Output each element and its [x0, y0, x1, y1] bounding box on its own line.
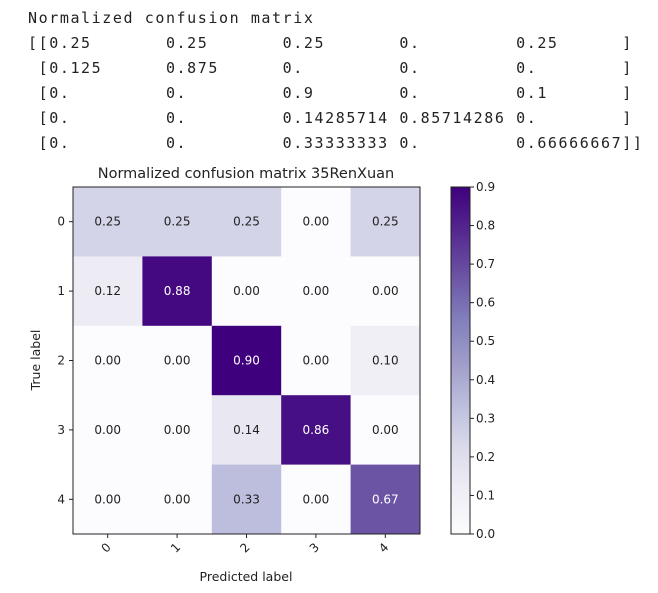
cell-value-label: 0.00 — [303, 354, 330, 368]
y-tick-label: 2 — [57, 354, 65, 368]
colorbar-tick-label: 0.3 — [476, 411, 495, 425]
printout-line: [0.125 0.875 0. 0. 0. ] — [28, 59, 633, 77]
colorbar-tick-label: 0.6 — [476, 296, 495, 310]
y-tick-label: 0 — [57, 215, 65, 229]
y-tick-label: 1 — [57, 284, 65, 298]
y-tick-label: 3 — [57, 423, 65, 437]
cell-value-label: 0.25 — [94, 215, 121, 229]
y-axis-label: True label — [28, 330, 43, 392]
cell-value-label: 0.88 — [164, 284, 191, 298]
x-tick-label: 0 — [99, 540, 114, 555]
cell-value-label: 0.00 — [372, 423, 399, 437]
cell-value-label: 0.86 — [303, 423, 330, 437]
cell-value-label: 0.25 — [233, 215, 260, 229]
heatmap-cell — [142, 256, 213, 327]
heatmap-cell — [142, 187, 213, 257]
colorbar-tick-label: 0.7 — [476, 257, 495, 271]
cell-value-label: 0.00 — [303, 215, 330, 229]
cell-value-label: 0.67 — [372, 492, 399, 506]
heatmap-cell — [281, 464, 352, 535]
printout-line: [[0.25 0.25 0.25 0. 0.25 ] — [28, 34, 633, 52]
colorbar — [450, 186, 471, 535]
x-tick-label: 2 — [237, 540, 252, 555]
cell-value-label: 0.12 — [94, 284, 121, 298]
printout-line: [0. 0. 0.9 0. 0.1 ] — [28, 84, 633, 102]
chart-title: Normalized confusion matrix 35RenXuan — [98, 166, 394, 182]
cell-value-label: 0.33 — [233, 492, 260, 506]
cell-value-label: 0.10 — [372, 354, 399, 368]
colorbar-tick-label: 0.5 — [476, 334, 495, 348]
printout-line: [0. 0. 0.33333333 0. 0.66666667]] — [28, 134, 644, 152]
printout-line: [0. 0. 0.14285714 0.85714286 0. ] — [28, 109, 633, 127]
heatmap-cell — [73, 256, 143, 327]
heatmap-cell — [73, 187, 143, 257]
heatmap-cell — [142, 325, 213, 396]
colorbar-tick-label: 0.1 — [476, 488, 495, 502]
heatmap-cell — [350, 464, 421, 535]
colorbar-tick-label: 0.2 — [476, 450, 495, 464]
x-tick-label: 1 — [168, 540, 183, 555]
heatmap-cell — [73, 325, 143, 396]
heatmap-cell — [350, 395, 421, 466]
heatmap-cell — [281, 256, 352, 327]
heatmap-cell — [142, 464, 213, 535]
heatmap-cell — [350, 325, 421, 396]
heatmap-cell — [211, 325, 282, 396]
heatmap-cell — [211, 464, 282, 535]
x-tick-label: 4 — [376, 540, 391, 555]
cell-value-label: 0.00 — [164, 492, 191, 506]
colorbar-tick-label: 0.9 — [476, 180, 495, 194]
x-tick-label: 3 — [307, 540, 322, 555]
cell-value-label: 0.00 — [94, 423, 121, 437]
colorbar-tick-label: 0.8 — [476, 219, 495, 233]
cell-value-label: 0.25 — [164, 215, 191, 229]
cell-value-label: 0.00 — [233, 284, 260, 298]
heatmap-cell — [350, 187, 421, 257]
heatmap-cell — [350, 256, 421, 327]
cell-value-label: 0.00 — [303, 492, 330, 506]
heatmap-cell — [73, 395, 143, 466]
cell-value-label: 0.14 — [233, 423, 260, 437]
cell-value-label: 0.25 — [372, 215, 399, 229]
printout-heading: Normalized confusion matrix — [28, 9, 315, 27]
cell-value-label: 0.00 — [94, 354, 121, 368]
colorbar-tick-label: 0.4 — [476, 373, 495, 387]
cell-value-label: 0.90 — [233, 354, 260, 368]
heatmap-cell — [142, 395, 213, 466]
heatmap-cell — [211, 187, 282, 257]
colorbar-tick-label: 0.0 — [476, 527, 495, 541]
heatmap-cell — [281, 395, 352, 466]
heatmap-cell — [281, 325, 352, 396]
cell-value-label: 0.00 — [303, 284, 330, 298]
x-axis-label: Predicted label — [200, 569, 293, 584]
cell-value-label: 0.00 — [164, 423, 191, 437]
cell-value-label: 0.00 — [164, 354, 191, 368]
heatmap-cell — [281, 187, 352, 257]
heatmap-cell — [211, 256, 282, 327]
heatmap-cell — [73, 464, 143, 535]
y-tick-label: 4 — [57, 492, 65, 506]
cell-value-label: 0.00 — [372, 284, 399, 298]
heatmap-cell — [211, 395, 282, 466]
matrix-printout: Normalized confusion matrix [[0.25 0.25 … — [28, 6, 643, 156]
cell-value-label: 0.00 — [94, 492, 121, 506]
